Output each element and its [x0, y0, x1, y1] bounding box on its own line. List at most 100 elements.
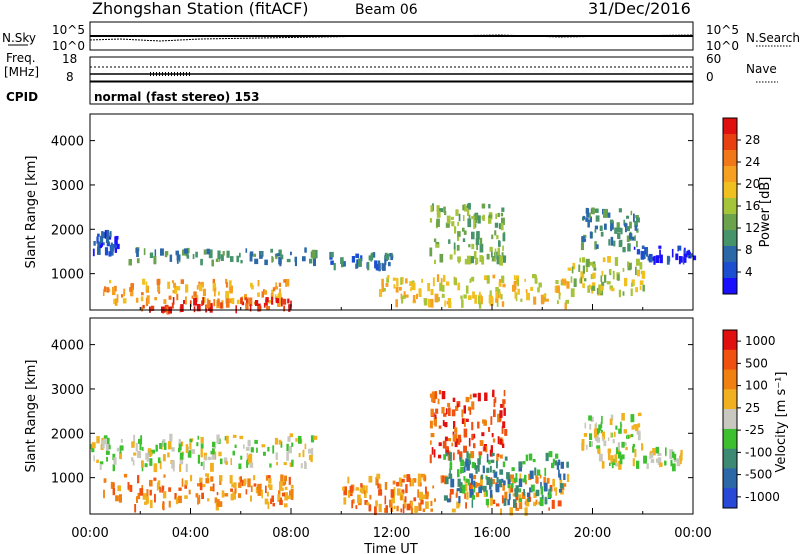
data-cell	[200, 437, 204, 444]
data-cell	[105, 450, 110, 455]
data-cell	[369, 494, 372, 500]
data-cell	[197, 483, 201, 487]
data-cell	[313, 257, 316, 267]
data-cell	[678, 256, 681, 265]
data-cell	[446, 215, 451, 224]
data-cell	[451, 442, 454, 447]
nave-tick-top: 60	[706, 52, 721, 66]
data-cell	[225, 302, 230, 308]
data-cell	[207, 456, 212, 460]
data-cell	[230, 488, 233, 492]
data-cell	[475, 467, 478, 474]
data-cell	[582, 283, 585, 289]
data-cell	[430, 508, 433, 512]
data-cell	[209, 486, 214, 492]
colorbar-swatch	[723, 230, 737, 247]
data-cell	[173, 282, 176, 288]
data-cell	[304, 247, 307, 253]
data-cell	[157, 283, 160, 292]
colorbar-swatch	[723, 428, 737, 450]
data-cell	[558, 459, 561, 466]
data-cell	[634, 220, 638, 227]
data-cell	[159, 460, 162, 470]
data-cell	[457, 478, 461, 487]
velocity-ylabel: Slant Range [km]	[24, 360, 39, 473]
data-cell	[683, 257, 687, 263]
data-cell	[634, 225, 638, 231]
data-cell	[450, 478, 455, 488]
data-cell	[588, 212, 591, 218]
data-cell	[448, 407, 451, 416]
data-cell	[191, 295, 194, 299]
data-cell	[402, 295, 406, 299]
data-cell	[116, 243, 120, 250]
data-cell	[269, 484, 273, 490]
data-cell	[264, 259, 268, 266]
data-cell	[491, 249, 493, 258]
data-cell	[290, 484, 294, 489]
data-cell	[247, 439, 251, 447]
data-cell	[395, 299, 398, 308]
data-cell	[614, 454, 618, 463]
data-cell	[405, 278, 408, 284]
data-cell	[278, 249, 282, 256]
data-cell	[216, 492, 219, 496]
data-cell	[582, 238, 587, 242]
data-cell	[142, 304, 145, 309]
data-cell	[180, 279, 184, 284]
data-cell	[607, 437, 610, 441]
data-cell	[571, 266, 574, 274]
data-cell	[543, 482, 548, 492]
data-cell	[495, 287, 499, 293]
data-cell	[451, 508, 456, 513]
data-cell	[226, 250, 230, 258]
data-cell	[93, 241, 96, 246]
data-cell	[267, 446, 270, 452]
data-cell	[591, 285, 595, 291]
data-cell	[434, 414, 437, 419]
data-cell	[471, 495, 475, 500]
data-cell	[361, 485, 366, 494]
data-cell	[564, 302, 567, 310]
data-cell	[376, 473, 381, 480]
data-cell	[600, 231, 604, 237]
data-cell	[514, 291, 517, 299]
data-cell	[621, 441, 625, 448]
data-cell	[495, 291, 498, 299]
data-cell	[589, 433, 593, 440]
data-cell	[269, 463, 272, 468]
data-cell	[230, 493, 235, 501]
data-cell	[238, 482, 242, 488]
data-cell	[245, 489, 248, 495]
data-cell	[266, 306, 270, 311]
data-cell	[500, 294, 503, 300]
data-cell	[473, 220, 476, 229]
data-cell	[172, 290, 175, 294]
data-cell	[646, 463, 649, 469]
data-cell	[458, 500, 461, 507]
data-cell	[116, 447, 120, 452]
xtick-label: 20:00	[574, 526, 611, 541]
data-cell	[488, 216, 492, 224]
data-cell	[462, 484, 466, 494]
data-cell	[523, 489, 525, 496]
data-cell	[149, 458, 153, 466]
data-cell	[639, 280, 644, 285]
data-cell	[555, 280, 559, 284]
data-cell	[284, 503, 288, 508]
data-cell	[494, 257, 497, 262]
data-cell	[96, 459, 99, 463]
data-cell	[113, 298, 115, 305]
data-cell	[486, 490, 488, 497]
data-cell	[620, 421, 622, 429]
data-cell	[168, 487, 172, 492]
data-cell	[429, 393, 433, 398]
data-cell	[396, 488, 401, 496]
data-cell	[140, 435, 143, 445]
data-cell	[479, 243, 484, 253]
data-cell	[228, 280, 232, 290]
nsearch-tick-bottom: 10^0	[706, 39, 739, 53]
data-cell	[314, 249, 318, 259]
colorbar-tick-label: 1000	[745, 334, 776, 348]
data-cell	[460, 466, 465, 473]
